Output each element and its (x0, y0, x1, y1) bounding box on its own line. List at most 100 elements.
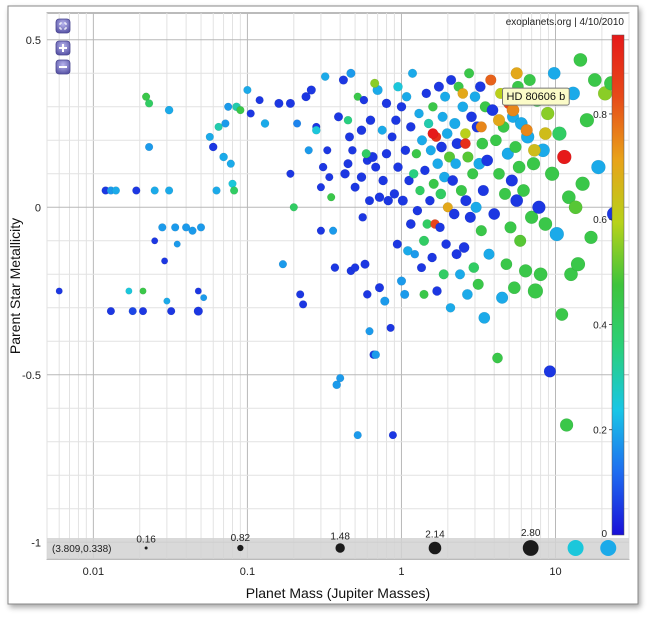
data-point[interactable] (532, 200, 546, 215)
data-point[interactable] (410, 249, 420, 259)
data-point[interactable] (461, 288, 473, 300)
data-point[interactable] (304, 146, 313, 155)
data-point[interactable] (559, 418, 574, 432)
data-point[interactable] (446, 74, 457, 86)
data-point[interactable] (243, 85, 252, 95)
data-point[interactable] (464, 211, 476, 223)
data-point[interactable] (286, 169, 295, 178)
data-point[interactable] (457, 88, 469, 99)
data-point[interactable] (362, 290, 372, 299)
data-point[interactable] (193, 306, 203, 316)
data-point[interactable] (517, 184, 530, 197)
data-point[interactable] (316, 226, 326, 235)
data-point[interactable] (568, 200, 583, 215)
data-point[interactable] (467, 168, 479, 180)
data-point[interactable] (260, 119, 270, 128)
data-point[interactable] (570, 257, 586, 272)
data-point[interactable] (161, 257, 169, 265)
data-point[interactable] (316, 183, 326, 192)
data-point[interactable] (539, 127, 552, 141)
data-point[interactable] (587, 73, 602, 87)
data-point[interactable] (311, 125, 321, 135)
data-point[interactable] (591, 159, 606, 175)
data-point[interactable] (374, 192, 385, 202)
data-point[interactable] (459, 128, 471, 140)
data-point[interactable] (402, 245, 413, 256)
data-point[interactable] (416, 263, 427, 273)
data-point[interactable] (106, 307, 116, 316)
data-point[interactable] (405, 122, 416, 132)
data-point[interactable] (285, 98, 296, 109)
data-point[interactable] (396, 276, 407, 286)
data-point[interactable] (543, 365, 557, 378)
data-point[interactable] (442, 202, 453, 213)
data-point[interactable] (457, 101, 469, 113)
data-point[interactable] (492, 114, 506, 127)
data-point[interactable] (401, 91, 412, 102)
data-point[interactable] (380, 296, 390, 306)
data-point[interactable] (387, 132, 397, 142)
data-point[interactable] (541, 106, 555, 121)
data-point[interactable] (228, 179, 237, 188)
data-point[interactable] (338, 75, 349, 85)
data-point[interactable] (196, 223, 206, 232)
data-point[interactable] (443, 151, 456, 163)
data-point[interactable] (466, 111, 477, 123)
data-point[interactable] (336, 374, 345, 383)
data-point[interactable] (125, 287, 133, 295)
data-point[interactable] (173, 240, 181, 248)
data-point[interactable] (306, 85, 316, 95)
data-point[interactable] (561, 190, 576, 205)
data-point[interactable] (504, 221, 517, 234)
data-point[interactable] (420, 165, 430, 176)
data-point[interactable] (128, 307, 137, 316)
data-point[interactable] (145, 99, 154, 108)
data-point[interactable] (333, 112, 344, 122)
data-point[interactable] (526, 156, 541, 171)
data-point[interactable] (510, 194, 524, 208)
data-point[interactable] (435, 222, 445, 233)
data-point[interactable] (507, 281, 521, 295)
data-point[interactable] (343, 159, 353, 169)
zoom-out-button[interactable] (55, 59, 71, 75)
data-point[interactable] (332, 380, 342, 390)
data-point[interactable] (475, 121, 487, 133)
data-point[interactable] (255, 95, 264, 105)
data-point[interactable] (416, 135, 428, 146)
data-point[interactable] (496, 291, 509, 304)
data-point[interactable] (360, 259, 370, 269)
data-point[interactable] (433, 81, 445, 92)
data-point[interactable] (450, 158, 462, 170)
data-point[interactable] (524, 210, 539, 225)
data-point[interactable] (353, 431, 362, 440)
data-point[interactable] (414, 108, 424, 119)
data-point[interactable] (489, 134, 502, 147)
data-point[interactable] (163, 297, 171, 305)
data-point[interactable] (299, 300, 308, 309)
data-point[interactable] (564, 267, 578, 282)
data-point[interactable] (377, 125, 387, 135)
data-point[interactable] (289, 203, 298, 212)
data-point[interactable] (447, 175, 459, 186)
data-point[interactable] (454, 269, 466, 280)
data-point[interactable] (388, 431, 398, 440)
data-point[interactable] (552, 126, 567, 141)
data-point[interactable] (208, 142, 218, 152)
data-point[interactable] (381, 148, 392, 159)
data-point[interactable] (111, 186, 121, 195)
data-point[interactable] (340, 168, 350, 179)
data-point[interactable] (408, 168, 419, 179)
data-point[interactable] (400, 145, 411, 156)
data-point[interactable] (392, 239, 402, 249)
data-point[interactable] (458, 242, 470, 253)
data-point[interactable] (528, 143, 541, 157)
data-point[interactable] (481, 154, 494, 167)
data-point[interactable] (165, 186, 174, 195)
data-point[interactable] (451, 249, 462, 260)
data-point[interactable] (419, 289, 429, 300)
data-point[interactable] (318, 162, 328, 172)
data-point[interactable] (438, 269, 449, 280)
data-point[interactable] (470, 201, 482, 213)
data-point[interactable] (361, 149, 371, 159)
data-point[interactable] (557, 149, 572, 165)
